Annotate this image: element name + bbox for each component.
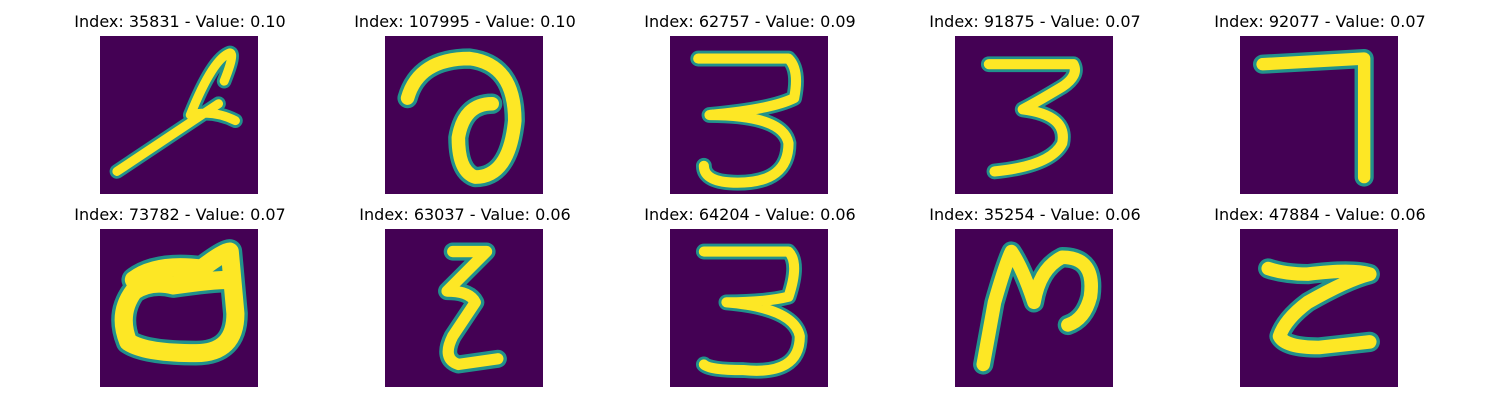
- digit-3-glyph: [955, 36, 1113, 194]
- panel-6: Index: 73782 - Value: 0.07: [60, 205, 300, 395]
- panel-title: Index: 73782 - Value: 0.07: [74, 205, 286, 224]
- panel-title: Index: 91875 - Value: 0.07: [929, 12, 1141, 31]
- n-shape-glyph: [955, 229, 1113, 387]
- digit-7-glyph: [1240, 36, 1398, 194]
- panel-3: Index: 62757 - Value: 0.09: [630, 12, 870, 202]
- panel-4: Index: 91875 - Value: 0.07: [915, 12, 1155, 202]
- panel-title: Index: 63037 - Value: 0.06: [359, 205, 571, 224]
- panel-10: Index: 47884 - Value: 0.06: [1200, 205, 1440, 395]
- panel-2: Index: 107995 - Value: 0.10: [345, 12, 585, 202]
- panel-title: Index: 92077 - Value: 0.07: [1214, 12, 1426, 31]
- script-l-glyph: [100, 36, 258, 194]
- digit-3-glyph: [670, 36, 828, 194]
- curl-loop-glyph: [385, 36, 543, 194]
- letter-d-glyph: [100, 229, 258, 387]
- panel-8: Index: 64204 - Value: 0.06: [630, 205, 870, 395]
- panel-7: Index: 63037 - Value: 0.06: [345, 205, 585, 395]
- panel-title: Index: 47884 - Value: 0.06: [1214, 205, 1426, 224]
- panel-title: Index: 64204 - Value: 0.06: [644, 205, 856, 224]
- letter-z-glyph: [1240, 229, 1398, 387]
- panel-9: Index: 35254 - Value: 0.06: [915, 205, 1155, 395]
- panel-title: Index: 35254 - Value: 0.06: [929, 205, 1141, 224]
- panel-title: Index: 107995 - Value: 0.10: [354, 12, 576, 31]
- zigzag-glyph: [385, 229, 543, 387]
- panel-1: Index: 35831 - Value: 0.10: [60, 12, 300, 202]
- panel-5: Index: 92077 - Value: 0.07: [1200, 12, 1440, 202]
- digit-3-glyph: [670, 229, 828, 387]
- panel-title: Index: 35831 - Value: 0.10: [74, 12, 286, 31]
- panel-title: Index: 62757 - Value: 0.09: [644, 12, 856, 31]
